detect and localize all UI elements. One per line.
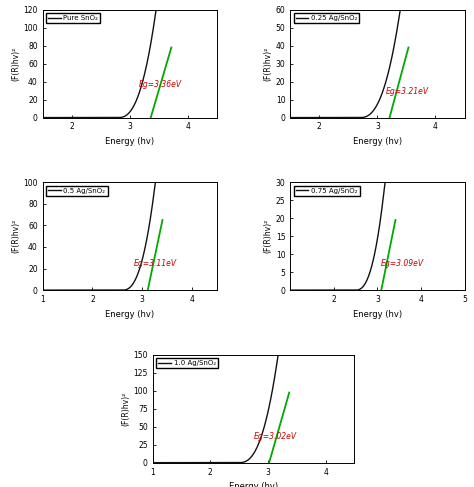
Y-axis label: (F(R)hv)²: (F(R)hv)² [11,219,20,253]
Text: Eg=3.09eV: Eg=3.09eV [381,260,424,268]
Legend: 0.75 Ag/SnO₂: 0.75 Ag/SnO₂ [294,186,360,196]
Y-axis label: (F(R)hv)²: (F(R)hv)² [264,219,273,253]
Text: Eg=3.36eV: Eg=3.36eV [138,80,182,90]
Y-axis label: (F(R)hv)²: (F(R)hv)² [121,392,130,426]
Legend: 0.25 Ag/SnO₂: 0.25 Ag/SnO₂ [294,13,359,23]
Text: Eg=3.02eV: Eg=3.02eV [254,432,297,441]
X-axis label: Energy (hv): Energy (hv) [353,310,402,318]
X-axis label: Energy (hv): Energy (hv) [229,482,278,487]
X-axis label: Energy (hv): Energy (hv) [105,137,155,146]
Y-axis label: (F(R)hv)²: (F(R)hv)² [264,47,273,81]
Text: Eg=3.21eV: Eg=3.21eV [386,87,429,96]
Legend: 1.0 Ag/SnO₂: 1.0 Ag/SnO₂ [156,358,218,369]
X-axis label: Energy (hv): Energy (hv) [353,137,402,146]
Y-axis label: (F(R)hv)²: (F(R)hv)² [11,47,20,81]
X-axis label: Energy (hv): Energy (hv) [105,310,155,318]
Text: Eg=3.11eV: Eg=3.11eV [133,260,176,268]
Legend: 0.5 Ag/SnO₂: 0.5 Ag/SnO₂ [46,186,108,196]
Legend: Pure SnO₂: Pure SnO₂ [46,13,100,23]
